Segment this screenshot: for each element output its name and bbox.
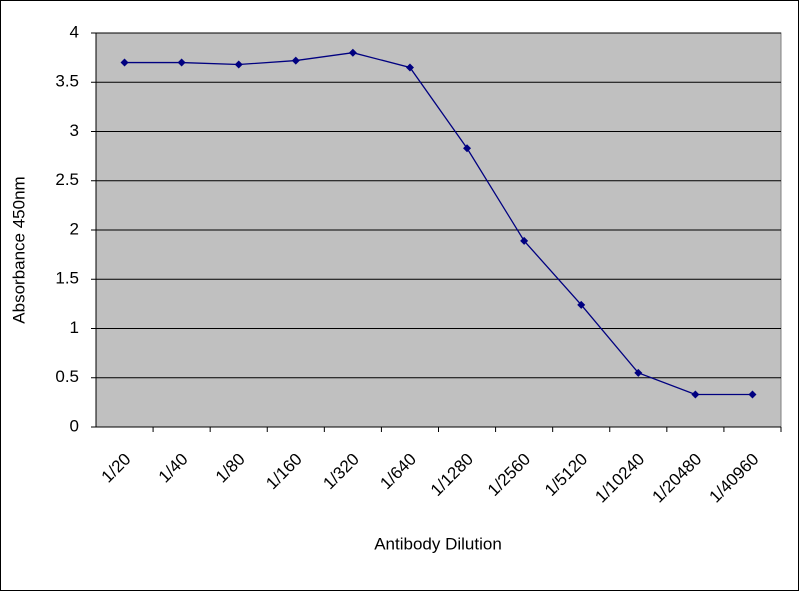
y-tick-label: 2 (70, 219, 79, 238)
y-tick-label: 1.5 (55, 269, 79, 288)
data-marker (348, 48, 357, 57)
y-tick-label: 3.5 (55, 72, 79, 91)
data-marker (691, 390, 700, 399)
data-marker (120, 58, 129, 67)
data-marker (634, 368, 643, 377)
data-marker (463, 144, 472, 153)
data-marker (405, 63, 414, 72)
y-tick-label: 3 (70, 121, 79, 140)
data-marker (291, 56, 300, 65)
data-line (124, 52, 753, 396)
y-tick-label: 0.5 (55, 367, 79, 386)
y-tick-label: 4 (70, 22, 79, 41)
x-axis-title: Antibody Dilution (374, 534, 502, 553)
data-marker (177, 58, 186, 67)
y-tick-label: 0 (70, 416, 79, 435)
y-axis-title: Absorbance 450nm (9, 176, 28, 323)
y-tick-label: 1 (70, 318, 79, 337)
y-tick-label: 2.5 (55, 170, 79, 189)
data-marker (234, 60, 243, 69)
data-marker (748, 390, 757, 399)
data-marker (520, 236, 529, 245)
data-marker (577, 300, 586, 309)
